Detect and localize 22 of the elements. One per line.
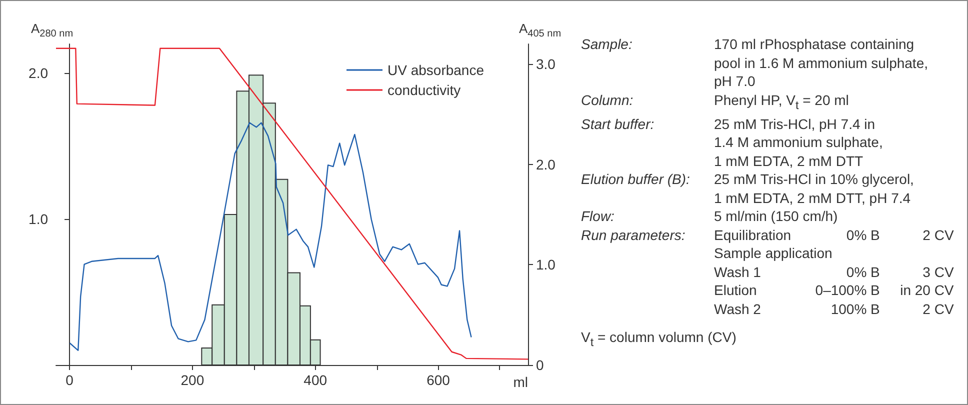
text: Run parameters: Equilibration 0% B 2 CV Sample application Wash 1 0% B 3 CV Elution 0–100% B in 20 CV Wash 2 100% B 2 CV [581,226,954,317]
y2-tick-label: 0 [536,357,544,373]
text: Sample: 170 ml rPhosphatase containing pool in 1.6 M ammonium sulphate, pH 7.0 [581,36,928,89]
y2-tick-label: 1.0 [536,256,556,273]
line-series [69,122,472,352]
legend-label: UV absorbance [387,62,484,78]
text: V$_{t}$ = column volumn (CV) [581,328,738,352]
y2-tick-label: 2.0 [536,156,556,172]
text: Elution buffer (B): 25 mM Tris-HCl in 10% glycerol, 1 mM EDTA, 2 mM DTT, pH 7.4 [581,171,914,206]
legend-label: conductivity [387,82,461,98]
y2-tick-label: 3.0 [536,56,556,72]
x-tick-label: 400 [304,372,328,388]
x-axis-title: ml [513,374,528,390]
y-axis-title: A$_{280 nm}$ [31,21,74,40]
x-tick-label: 0 [66,372,74,388]
y2-axis-title: A$_{405 nm}$ [519,21,562,40]
text: Column: Phenyl HP, V$_{t}$ = 20 ml [581,92,849,112]
text: Flow: 5 ml/min (150 cm/h) [581,208,838,224]
x-tick-label: 200 [180,372,204,388]
line-series [55,48,529,360]
x-tick-label: 600 [426,372,450,388]
text: Start buffer: 25 mM Tris-HCl, pH 7.4 in 1.4 M ammonium sulphate, 1 mM EDTA, 2 mM DTT [581,116,883,169]
